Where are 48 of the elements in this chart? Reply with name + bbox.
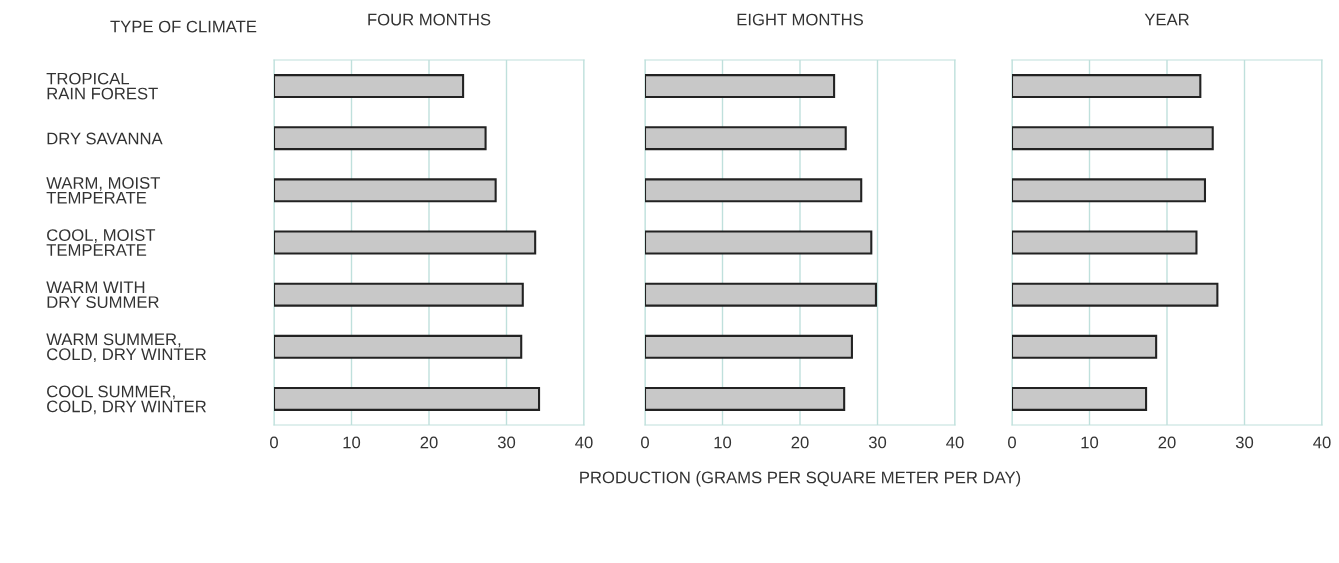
bar <box>274 74 465 99</box>
x-tick-label: 40 <box>575 436 593 449</box>
x-tick-label: 10 <box>714 436 732 449</box>
y-tick-label: WARM WITH DRY SUMMER <box>46 281 159 309</box>
y-tick-label: TROPICAL RAIN FOREST <box>46 72 158 100</box>
bar <box>1012 230 1198 255</box>
bar <box>645 74 836 99</box>
bar <box>274 386 541 411</box>
bar <box>645 386 846 411</box>
bar <box>1012 334 1158 359</box>
bar <box>274 126 487 151</box>
x-tick-label: 40 <box>946 436 964 449</box>
chart-title: FOUR MONTHS <box>368 13 491 26</box>
x-tick-label: 0 <box>641 436 649 449</box>
x-tick-label: 30 <box>497 436 516 449</box>
bar <box>274 334 523 359</box>
x-tick-label: 0 <box>270 436 278 449</box>
bar <box>645 178 863 203</box>
x-tick-label: 0 <box>1008 436 1016 449</box>
bar <box>1012 126 1214 151</box>
chart-title: YEAR <box>1144 13 1189 26</box>
bar <box>274 230 537 255</box>
y-tick-label: DRY SAVANNA <box>47 132 163 145</box>
bar <box>1012 282 1219 307</box>
bar <box>1012 178 1207 203</box>
y-tick-label: WARM SUMMER, COLD, DRY WINTER <box>46 333 206 363</box>
bar <box>645 282 877 307</box>
x-tick-label: 10 <box>1081 436 1099 449</box>
x-tick-label: 10 <box>343 436 361 449</box>
bar <box>1012 74 1202 99</box>
bar <box>645 230 873 255</box>
chart-title: EIGHT MONTHS <box>737 13 863 26</box>
bar <box>645 334 853 359</box>
x-tick-label: 20 <box>1158 436 1176 449</box>
x-tick-label: 20 <box>420 436 438 449</box>
y-tick-label: COOL, MOIST TEMPERATE <box>46 229 156 256</box>
bar <box>1012 386 1148 411</box>
x-tick-label: 20 <box>791 436 809 449</box>
y-axis-title: TYPE OF CLIMATE <box>110 20 257 33</box>
x-tick-label: 40 <box>1313 436 1331 449</box>
y-tick-label: WARM, MOIST TEMPERATE <box>46 176 161 204</box>
x-axis-title: PRODUCTION (GRAMS PER SQUARE METER PER DAY) <box>580 471 1021 487</box>
x-tick-label: 30 <box>868 436 887 449</box>
bar <box>274 282 524 307</box>
y-tick-label: COOL SUMMER, COLD, DRY WINTER <box>47 385 206 415</box>
bar <box>645 126 847 151</box>
x-tick-label: 30 <box>1235 436 1254 449</box>
bar <box>274 178 497 203</box>
